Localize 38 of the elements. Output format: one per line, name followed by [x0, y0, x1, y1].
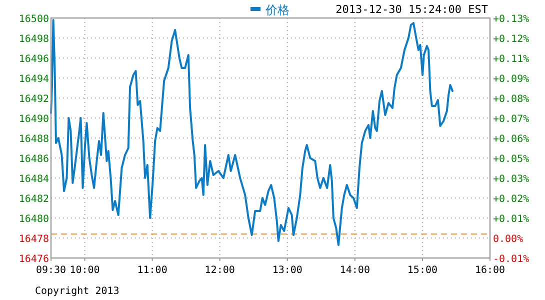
y-tick-label: 16480 — [18, 214, 49, 225]
x-tick-label: 09:30 — [36, 265, 66, 276]
y-tick-label: 16490 — [18, 114, 49, 125]
y2-tick-label: -0.01% — [493, 254, 530, 265]
y-tick-label: 16500 — [18, 14, 49, 25]
y2-tick-label: 0.00% — [493, 234, 524, 245]
y2-tick-label: +0.07% — [493, 114, 530, 125]
text: Copyright 2013 — [35, 286, 120, 297]
line-series — [50, 19, 454, 246]
chart-subtitle: 2013-12-30 15:24:00 EST — [336, 3, 488, 16]
y2-tick-label: +0.05% — [493, 154, 530, 166]
x-tick-label: 14:00 — [340, 265, 370, 276]
legend-label: 价格 — [264, 3, 290, 17]
x-tick-label: 15:00 — [407, 265, 438, 276]
y2-tick-label: +0.12% — [493, 34, 530, 45]
y-tick-label: 16498 — [18, 34, 49, 45]
y2-tick-label: +0.08% — [493, 94, 530, 106]
y-tick-label: 16484 — [18, 174, 49, 185]
y-tick-label: 16488 — [18, 134, 49, 145]
y-tick-label: 16478 — [18, 234, 49, 245]
y-tick-label: 16494 — [18, 74, 49, 85]
y2-tick-label: +0.01% — [493, 214, 530, 225]
y-tick-label: 16476 — [18, 254, 49, 265]
y2-tick-label: +0.11% — [493, 54, 530, 66]
x-tick-label: 10:00 — [70, 265, 100, 276]
y2-tick-label: +0.09% — [493, 74, 530, 85]
y2-tick-label: +0.06% — [493, 134, 530, 145]
y2-tick-label: +0.02% — [493, 194, 530, 206]
y-tick-label: 16482 — [18, 194, 49, 205]
y2-tick-label: +0.13% — [493, 14, 530, 25]
x-tick-label: 11:00 — [137, 265, 168, 276]
x-tick-label: 12:00 — [204, 265, 235, 276]
y-tick-label: 16486 — [18, 154, 49, 165]
y-tick-label: 16496 — [18, 54, 49, 65]
x-tick-label: 13:00 — [272, 265, 302, 276]
y-tick-label: 16492 — [18, 94, 49, 105]
x-tick-label: 16:00 — [474, 265, 506, 276]
y2-tick-label: +0.03% — [493, 174, 530, 185]
